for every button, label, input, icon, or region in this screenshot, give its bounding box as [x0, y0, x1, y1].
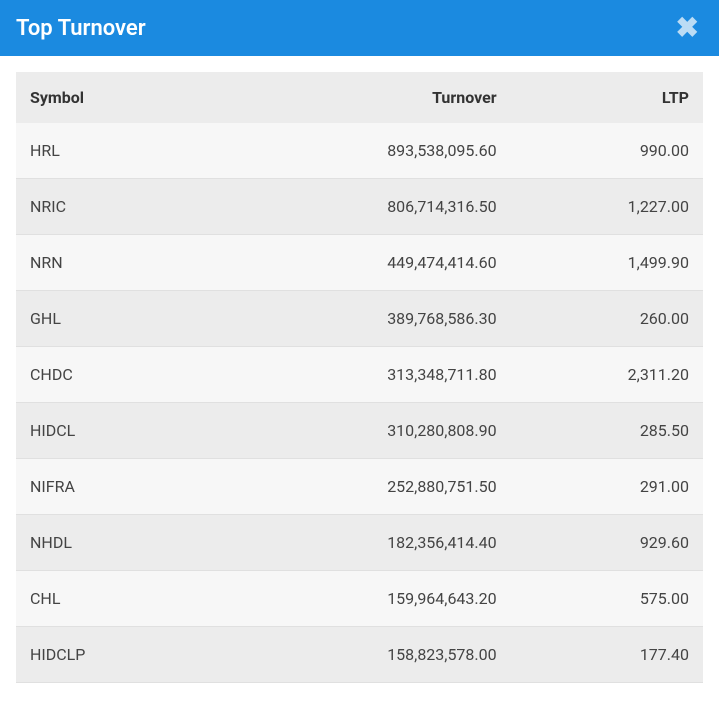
cell-ltp: 291.00	[511, 459, 703, 515]
cell-symbol: HIDCL	[16, 403, 256, 459]
col-header-turnover: Turnover	[256, 72, 510, 123]
cell-turnover: 389,768,586.30	[256, 291, 510, 347]
cell-turnover: 159,964,643.20	[256, 571, 510, 627]
cell-ltp: 2,311.20	[511, 347, 703, 403]
cell-ltp: 1,499.90	[511, 235, 703, 291]
table-row: CHL159,964,643.20575.00	[16, 571, 703, 627]
cell-symbol: HIDCLP	[16, 627, 256, 683]
table-row: HRL893,538,095.60990.00	[16, 123, 703, 179]
cell-turnover: 806,714,316.50	[256, 179, 510, 235]
col-header-symbol: Symbol	[16, 72, 256, 123]
cell-symbol: GHL	[16, 291, 256, 347]
cell-ltp: 260.00	[511, 291, 703, 347]
cell-ltp: 1,227.00	[511, 179, 703, 235]
cell-ltp: 990.00	[511, 123, 703, 179]
cell-symbol: NIFRA	[16, 459, 256, 515]
table-row: HIDCL310,280,808.90285.50	[16, 403, 703, 459]
table-row: NHDL182,356,414.40929.60	[16, 515, 703, 571]
table-header-row: Symbol Turnover LTP	[16, 72, 703, 123]
cell-symbol: CHL	[16, 571, 256, 627]
table-row: NIFRA252,880,751.50291.00	[16, 459, 703, 515]
cell-turnover: 182,356,414.40	[256, 515, 510, 571]
cell-symbol: CHDC	[16, 347, 256, 403]
cell-symbol: HRL	[16, 123, 256, 179]
cell-ltp: 285.50	[511, 403, 703, 459]
cell-turnover: 313,348,711.80	[256, 347, 510, 403]
cell-turnover: 449,474,414.60	[256, 235, 510, 291]
table-row: NRN449,474,414.601,499.90	[16, 235, 703, 291]
table-row: CHDC313,348,711.802,311.20	[16, 347, 703, 403]
table-row: GHL389,768,586.30260.00	[16, 291, 703, 347]
cell-ltp: 177.40	[511, 627, 703, 683]
cell-ltp: 929.60	[511, 515, 703, 571]
panel-title: Top Turnover	[16, 16, 146, 41]
cell-turnover: 158,823,578.00	[256, 627, 510, 683]
col-header-ltp: LTP	[511, 72, 703, 123]
cell-turnover: 252,880,751.50	[256, 459, 510, 515]
table-row: NRIC806,714,316.501,227.00	[16, 179, 703, 235]
turnover-table: Symbol Turnover LTP HRL893,538,095.60990…	[16, 72, 703, 683]
cell-turnover: 310,280,808.90	[256, 403, 510, 459]
panel-header: Top Turnover ✖	[0, 0, 719, 56]
cell-turnover: 893,538,095.60	[256, 123, 510, 179]
cell-symbol: NHDL	[16, 515, 256, 571]
close-icon[interactable]: ✖	[672, 14, 703, 42]
cell-symbol: NRIC	[16, 179, 256, 235]
table-row: HIDCLP158,823,578.00177.40	[16, 627, 703, 683]
panel-content: Symbol Turnover LTP HRL893,538,095.60990…	[0, 56, 719, 699]
cell-ltp: 575.00	[511, 571, 703, 627]
cell-symbol: NRN	[16, 235, 256, 291]
